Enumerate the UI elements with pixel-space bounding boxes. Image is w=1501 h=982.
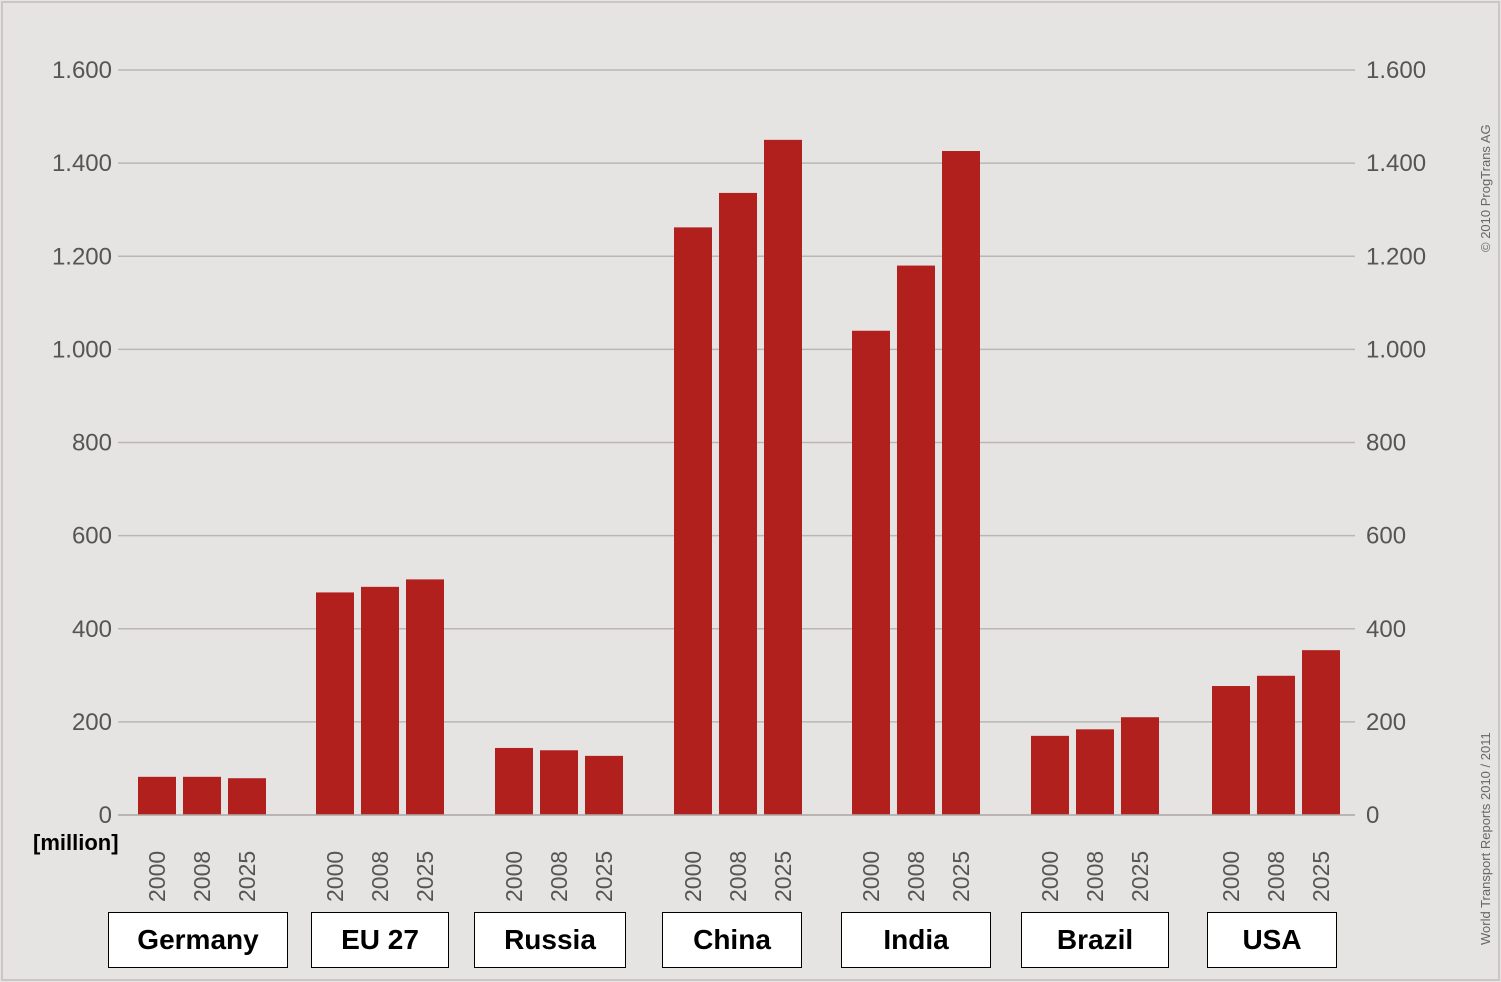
bar bbox=[316, 592, 354, 815]
bar bbox=[674, 227, 712, 816]
bar bbox=[1302, 650, 1340, 815]
source-credit: World Transport Reports 2010 / 2011 bbox=[1478, 732, 1493, 945]
bar-group bbox=[138, 776, 266, 815]
category-label: China bbox=[662, 912, 802, 968]
y-tick-label-left: 200 bbox=[72, 709, 112, 736]
bar bbox=[1257, 675, 1295, 815]
y-tick-label-right: 1.200 bbox=[1366, 243, 1426, 270]
bar-group bbox=[1212, 650, 1340, 815]
bar bbox=[1212, 686, 1250, 815]
x-year-label: 2000 bbox=[680, 851, 706, 902]
y-tick-label-right: 800 bbox=[1366, 430, 1406, 457]
y-tick-label-left: 400 bbox=[72, 616, 112, 643]
x-year-label: 2000 bbox=[144, 851, 170, 902]
bar bbox=[495, 747, 533, 815]
y-tick-label-left: 0 bbox=[99, 802, 112, 829]
bar bbox=[764, 139, 802, 815]
bar bbox=[228, 778, 266, 815]
y-tick-label-right: 1.000 bbox=[1366, 336, 1426, 363]
category-label: Germany bbox=[108, 912, 288, 968]
bar bbox=[852, 330, 890, 815]
x-year-label: 2008 bbox=[1263, 851, 1289, 902]
x-year-label: 2025 bbox=[770, 851, 796, 902]
y-tick-label-left: 1.400 bbox=[52, 150, 112, 177]
x-year-label: 2025 bbox=[412, 851, 438, 902]
bar bbox=[585, 755, 623, 815]
bar bbox=[1031, 735, 1069, 815]
x-year-label: 2025 bbox=[1127, 851, 1153, 902]
y-tick-label-left: 800 bbox=[72, 430, 112, 457]
bar bbox=[406, 579, 444, 815]
category-label: India bbox=[841, 912, 991, 968]
bar-group bbox=[316, 579, 444, 815]
x-year-label: 2008 bbox=[367, 851, 393, 902]
bar bbox=[1121, 717, 1159, 815]
x-year-label: 2025 bbox=[948, 851, 974, 902]
x-year-label: 2000 bbox=[1218, 851, 1244, 902]
category-label: Brazil bbox=[1021, 912, 1169, 968]
bar bbox=[897, 265, 935, 815]
y-axis-unit-label: [million] bbox=[33, 830, 119, 855]
x-year-label: 2008 bbox=[189, 851, 215, 902]
y-tick-label-left: 1.000 bbox=[52, 336, 112, 363]
bar bbox=[361, 586, 399, 815]
bar-group bbox=[852, 151, 980, 816]
y-tick-label-left: 600 bbox=[72, 523, 112, 550]
y-tick-label-right: 200 bbox=[1366, 709, 1406, 736]
x-year-label: 2008 bbox=[546, 851, 572, 902]
bar bbox=[138, 776, 176, 815]
x-year-label: 2025 bbox=[1308, 851, 1334, 902]
y-tick-label-right: 600 bbox=[1366, 523, 1406, 550]
x-year-label: 2000 bbox=[858, 851, 884, 902]
x-year-label: 2008 bbox=[903, 851, 929, 902]
category-label: USA bbox=[1207, 912, 1337, 968]
y-tick-label-right: 1.400 bbox=[1366, 150, 1426, 177]
bar bbox=[942, 151, 980, 816]
y-tick-label-left: 1.600 bbox=[52, 57, 112, 84]
bar bbox=[1076, 729, 1114, 815]
x-year-label: 2008 bbox=[1082, 851, 1108, 902]
x-year-label: 2000 bbox=[501, 851, 527, 902]
x-year-label: 2025 bbox=[234, 851, 260, 902]
x-year-label: 2008 bbox=[725, 851, 751, 902]
category-label: EU 27 bbox=[311, 912, 449, 968]
y-tick-label-right: 0 bbox=[1366, 802, 1379, 829]
x-year-label: 2000 bbox=[1037, 851, 1063, 902]
y-tick-label-right: 1.600 bbox=[1366, 57, 1426, 84]
bar bbox=[719, 192, 757, 816]
copyright-credit: © 2010 ProgTrans AG bbox=[1478, 124, 1493, 252]
bar-group bbox=[495, 747, 623, 815]
bar-group bbox=[674, 139, 802, 816]
category-label: Russia bbox=[474, 912, 626, 968]
x-year-label: 2025 bbox=[591, 851, 617, 902]
y-tick-label-left: 1.200 bbox=[52, 243, 112, 270]
bar-group bbox=[1031, 717, 1159, 815]
bar bbox=[183, 776, 221, 815]
x-year-label: 2000 bbox=[322, 851, 348, 902]
y-tick-label-right: 400 bbox=[1366, 616, 1406, 643]
bar bbox=[540, 750, 578, 815]
